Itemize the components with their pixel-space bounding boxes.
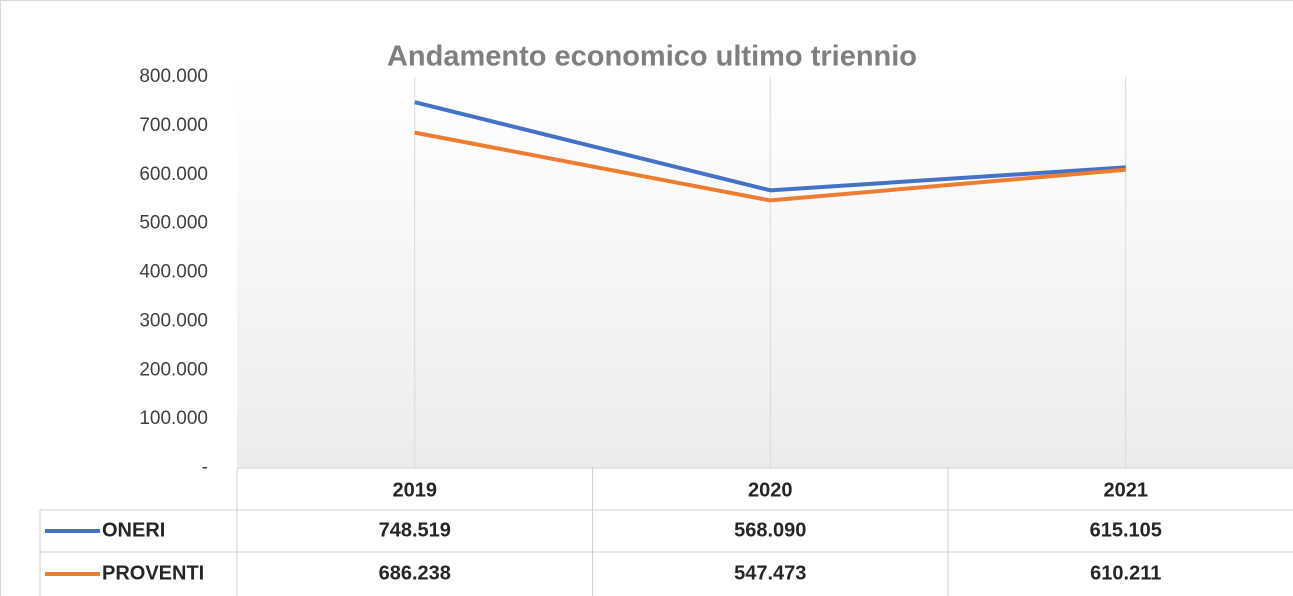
y-tick-label: 700.000 [139,115,208,136]
y-tick-label: 400.000 [139,262,208,283]
data-label: 615.105 [1090,519,1162,541]
x-tick-label: 2019 [393,479,438,501]
chart-title: Andamento economico ultimo triennio [387,41,917,73]
x-tick-label: 2020 [748,479,793,501]
x-tick-label: 2021 [1104,479,1149,501]
legend-label: ONERI [102,519,165,541]
plot-background [237,77,1293,468]
series-line [414,130,1126,203]
data-label: 568.090 [734,519,806,541]
data-label: 686.238 [379,562,451,584]
y-tick-label: 500.000 [139,213,208,234]
data-label: 748.519 [379,519,451,541]
legend-label: PROVENTI [102,562,204,584]
data-label: 610.211 [1090,562,1161,584]
data-label: 547.473 [734,562,806,584]
y-tick-label: 200.000 [139,359,208,380]
y-tick-label: 100.000 [139,408,208,429]
y-tick-label: - [202,457,208,478]
y-tick-label: 300.000 [139,310,208,331]
y-tick-label: 800.000 [139,66,208,87]
series-line [414,100,1126,193]
y-tick-label: 600.000 [139,164,208,185]
